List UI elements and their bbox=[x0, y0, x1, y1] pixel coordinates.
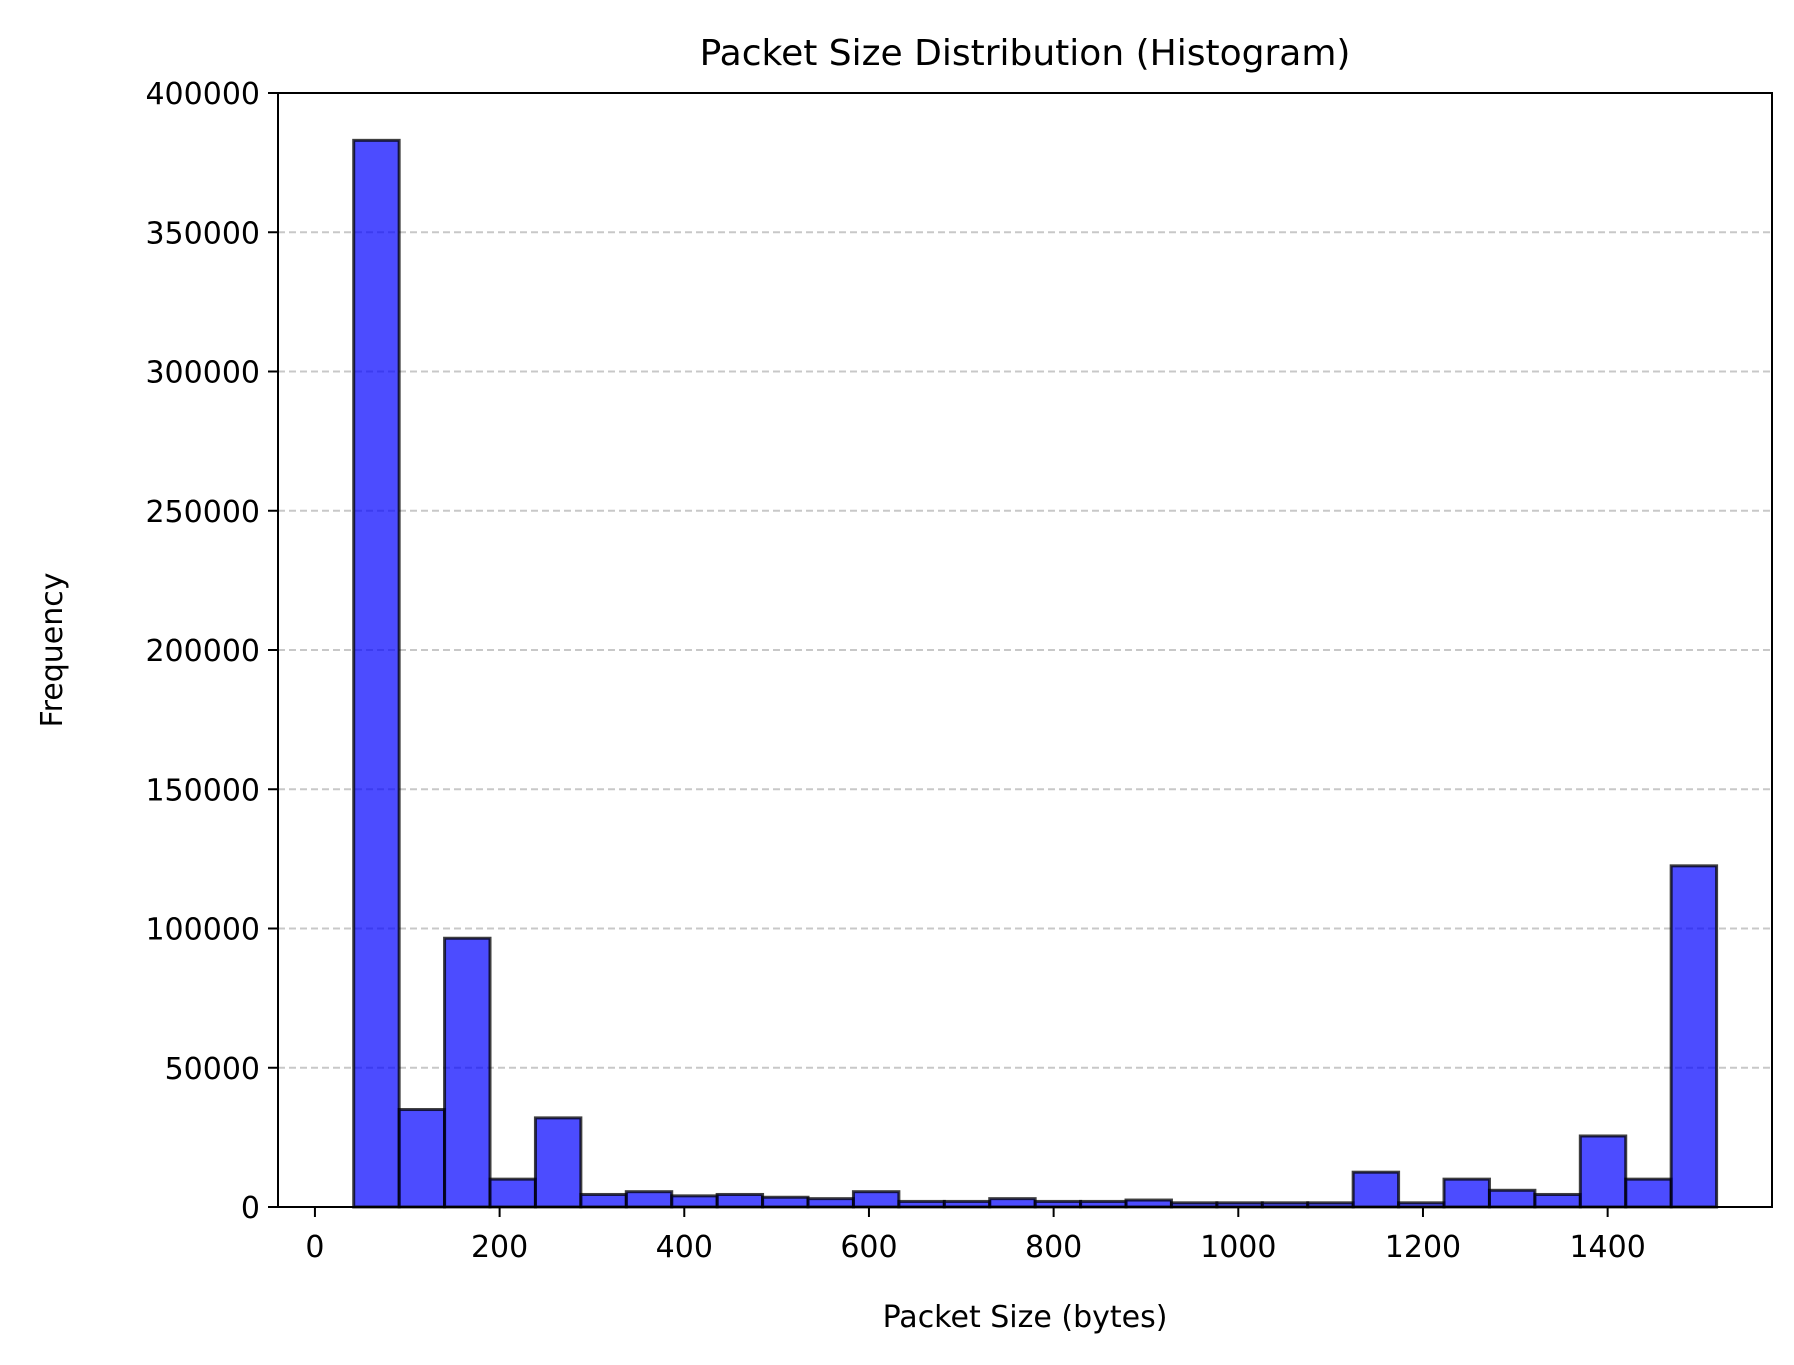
y-tick-label-5: 250000 bbox=[145, 495, 260, 530]
y-tick-label-1: 50000 bbox=[165, 1052, 260, 1087]
x-tick-label-7: 1400 bbox=[1569, 1230, 1645, 1265]
y-axis-label: Frequency bbox=[35, 573, 70, 728]
x-axis-label: Packet Size (bytes) bbox=[883, 1300, 1168, 1335]
histogram-bar-4 bbox=[488, 1177, 537, 1209]
bars-layer bbox=[352, 138, 1719, 1209]
histogram-bar-29 bbox=[1624, 1177, 1673, 1209]
histogram-bar-18 bbox=[1124, 1198, 1173, 1209]
y-tick-label-0: 0 bbox=[241, 1191, 260, 1226]
histogram-bar-23 bbox=[1351, 1170, 1401, 1209]
x-tick-label-1: 200 bbox=[471, 1230, 528, 1265]
histogram-bar-26 bbox=[1487, 1188, 1537, 1209]
histogram-bar-30 bbox=[1669, 864, 1719, 1209]
x-tick-label-5: 1000 bbox=[1200, 1230, 1276, 1265]
histogram-bar-7 bbox=[624, 1190, 674, 1209]
y-axis: 0 50000 100000 150000 200000 250000 300000 3500… bbox=[145, 77, 278, 1226]
x-tick-label-2: 400 bbox=[656, 1230, 713, 1265]
x-tick-label-0: 0 bbox=[305, 1230, 324, 1265]
histogram-bar-3 bbox=[443, 936, 492, 1209]
x-axis: 0 200 400 600 800 1000 1200 1400 bbox=[305, 1207, 1646, 1265]
histogram-bar-11 bbox=[806, 1197, 855, 1209]
y-tick-label-2: 100000 bbox=[145, 913, 260, 948]
y-tick-label-3: 150000 bbox=[145, 773, 260, 808]
x-tick-label-3: 600 bbox=[840, 1230, 897, 1265]
histogram-bar-1 bbox=[352, 138, 401, 1209]
y-tick-label-6: 300000 bbox=[145, 356, 260, 391]
x-tick-label-4: 800 bbox=[1025, 1230, 1082, 1265]
histogram-bar-28 bbox=[1578, 1134, 1628, 1209]
histogram-bar-25 bbox=[1442, 1177, 1491, 1209]
y-tick-label-8: 400000 bbox=[145, 77, 260, 112]
histogram-bar-12 bbox=[851, 1190, 901, 1209]
histogram-bar-10 bbox=[761, 1195, 810, 1209]
histogram-bar-5 bbox=[533, 1116, 583, 1209]
chart-title: Packet Size Distribution (Histogram) bbox=[700, 33, 1351, 74]
grid-layer bbox=[278, 92, 1772, 1208]
y-tick-label-4: 200000 bbox=[145, 634, 260, 669]
histogram-bar-6 bbox=[579, 1192, 628, 1209]
histogram-bar-15 bbox=[988, 1197, 1037, 1209]
x-tick-label-6: 1200 bbox=[1385, 1230, 1461, 1265]
histogram-bar-8 bbox=[670, 1194, 719, 1209]
histogram-bar-9 bbox=[715, 1192, 765, 1209]
y-tick-label-7: 350000 bbox=[145, 216, 260, 251]
histogram-bar-27 bbox=[1533, 1192, 1582, 1209]
histogram-bar-2 bbox=[397, 1108, 447, 1209]
